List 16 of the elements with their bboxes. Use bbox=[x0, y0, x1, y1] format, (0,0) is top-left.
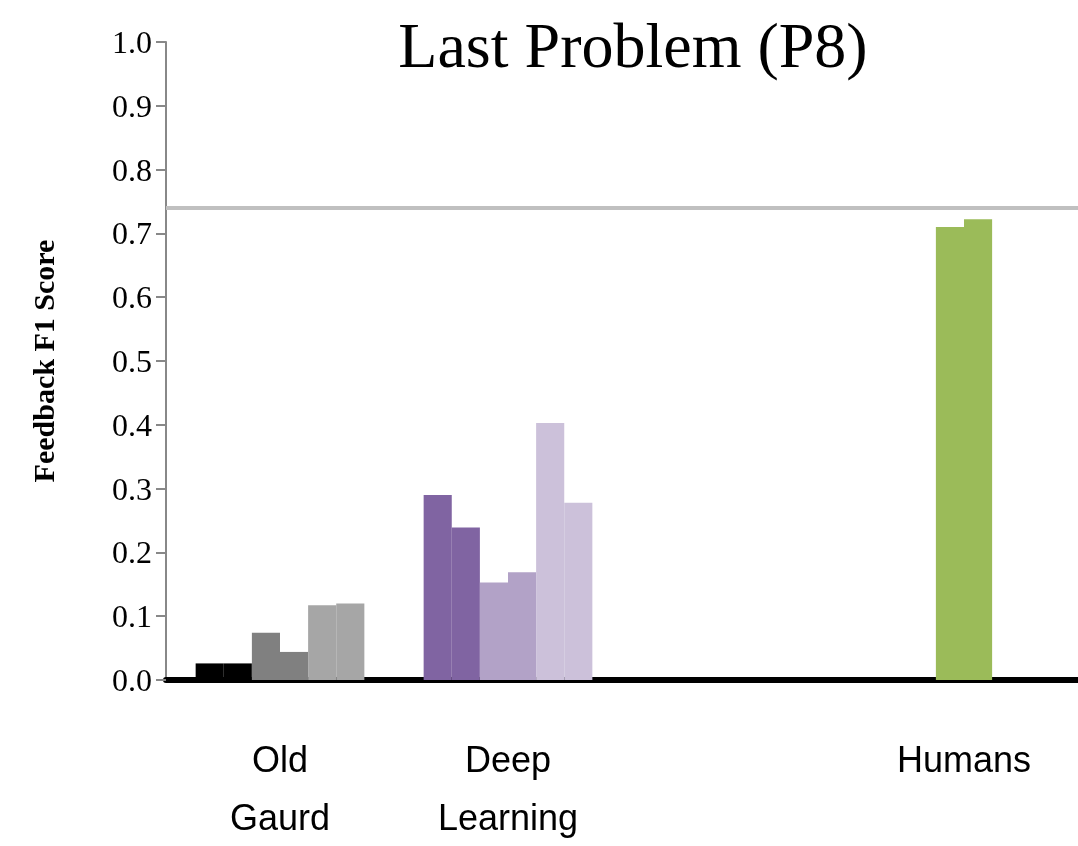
y-tick-label: 0.0 bbox=[112, 662, 152, 698]
x-tick-label: Old Gaurd bbox=[229, 738, 331, 838]
y-tick-label: 0.4 bbox=[112, 406, 152, 443]
y-axis-title: Feedback F1 Score bbox=[26, 239, 60, 483]
y-tick-label: 0.3 bbox=[112, 470, 152, 507]
x-tick-label: Humans bbox=[896, 738, 1032, 780]
y-tick-label: 0.9 bbox=[112, 87, 152, 124]
y-tick-label: 1.0 bbox=[112, 24, 152, 60]
y-tick-label: 0.1 bbox=[112, 598, 152, 635]
x-tick-label: Deep Learning bbox=[437, 738, 579, 838]
chart-title: Last Problem (P8) bbox=[398, 9, 868, 81]
y-tick-label: 0.8 bbox=[112, 151, 152, 188]
y-tick-label: 0.5 bbox=[112, 343, 152, 379]
y-tick-label: 0.2 bbox=[112, 534, 152, 571]
y-tick-label: 0.7 bbox=[112, 215, 152, 252]
y-tick-label: 0.6 bbox=[112, 279, 152, 316]
